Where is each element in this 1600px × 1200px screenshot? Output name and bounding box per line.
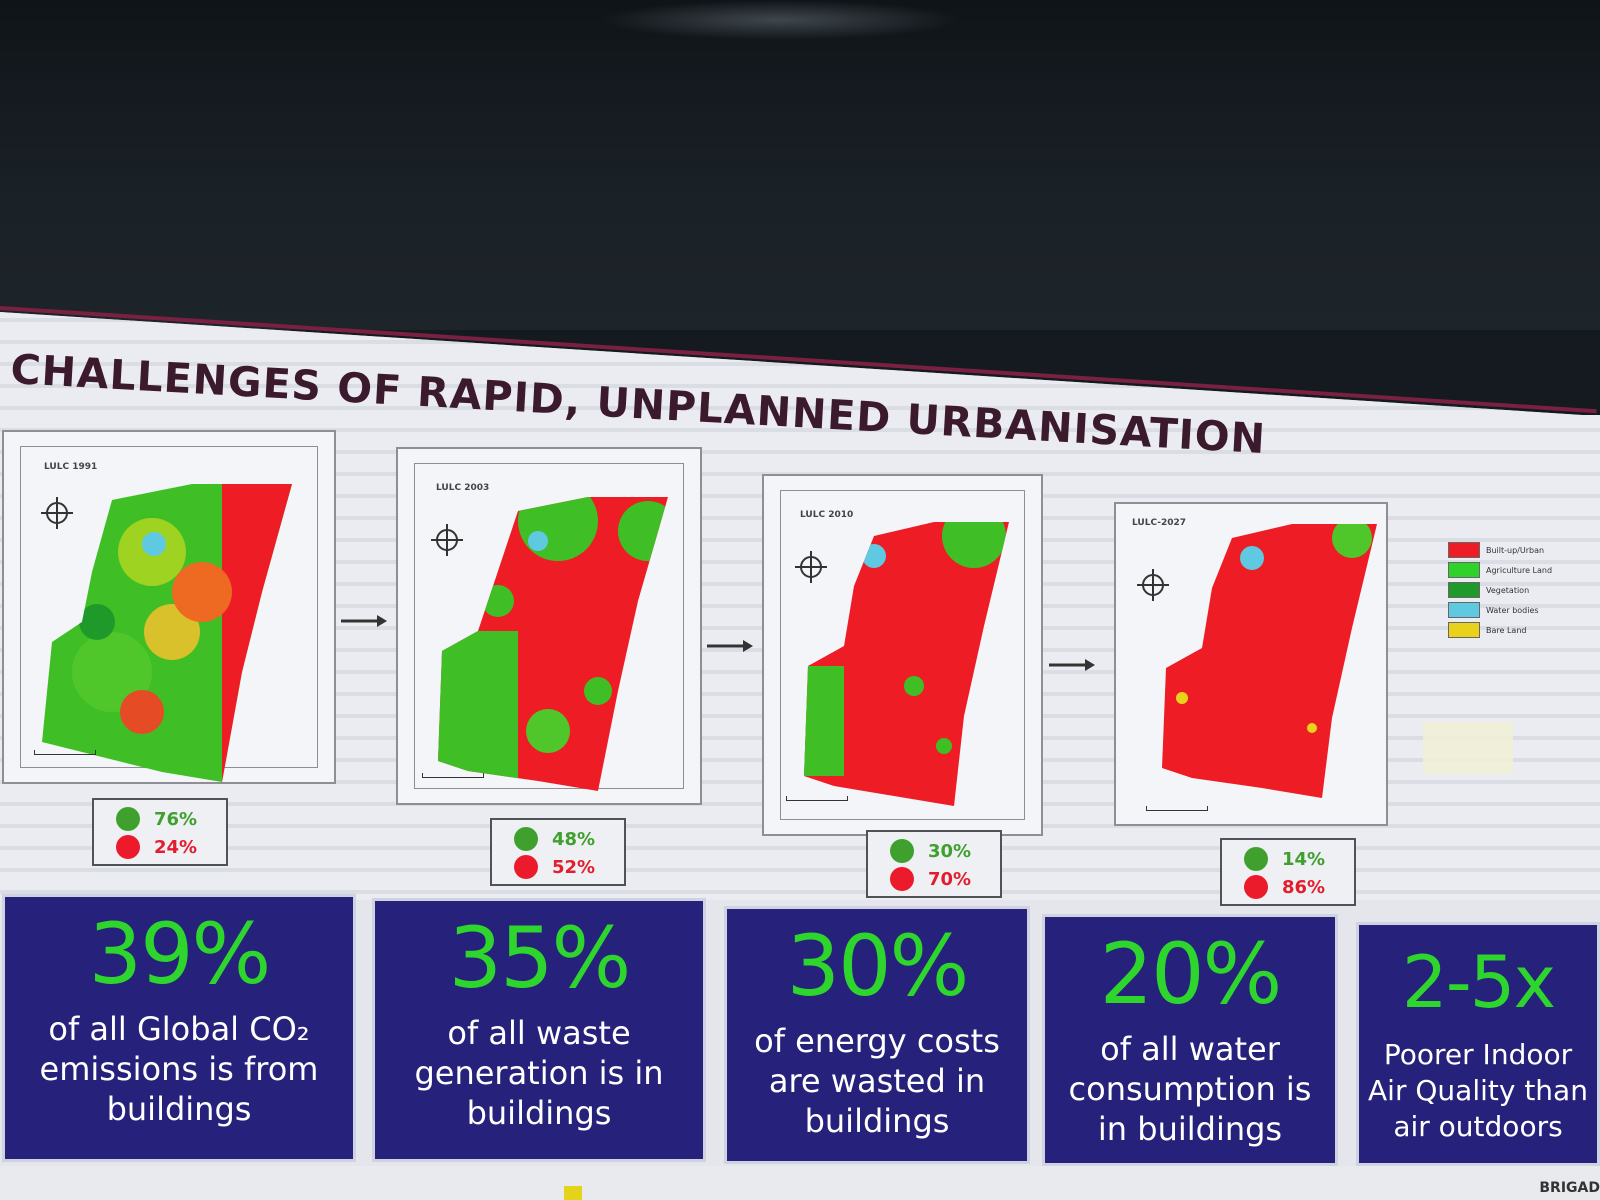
stat-card-waste: 35% of all waste generation is in buildi… xyxy=(372,898,706,1162)
card-number: 35% xyxy=(448,909,632,1007)
light-glare xyxy=(1423,722,1513,774)
ceiling-light xyxy=(600,0,960,40)
green-dot-icon xyxy=(1244,847,1268,871)
green-stat: 76% xyxy=(116,806,197,832)
green-dot-icon xyxy=(890,839,914,863)
card-description: of energy costs are wasted in buildings xyxy=(754,1022,1000,1140)
compass-icon xyxy=(1137,569,1169,601)
map-label: LULC-2027 xyxy=(1132,518,1187,528)
arrow-icon xyxy=(707,640,753,652)
legend-item: Vegetation xyxy=(1448,580,1588,600)
scale-bar xyxy=(786,796,848,801)
legend-label: Vegetation xyxy=(1486,585,1530,595)
stat-box-2027: 14% 86% xyxy=(1220,838,1356,906)
green-stat: 14% xyxy=(1244,846,1325,872)
green-dot-icon xyxy=(116,807,140,831)
legend-swatch xyxy=(1448,562,1480,578)
red-stat: 52% xyxy=(514,854,595,880)
map-legend: Built-up/Urban Agriculture Land Vegetati… xyxy=(1448,540,1588,640)
card-number: 2-5x xyxy=(1401,940,1556,1024)
map-panel-1991: LULC 1991 xyxy=(2,430,336,784)
red-dot-icon xyxy=(116,835,140,859)
stat-box-2003: 48% 52% xyxy=(490,818,626,886)
legend-label: Water bodies xyxy=(1486,605,1539,615)
red-dot-icon xyxy=(1244,875,1268,899)
red-percent: 70% xyxy=(928,868,972,890)
slide-footer xyxy=(0,1166,1600,1200)
scale-bar xyxy=(34,750,96,755)
legend-item: Built-up/Urban xyxy=(1448,540,1588,560)
card-number: 30% xyxy=(786,917,970,1015)
lulc-map-1991 xyxy=(42,484,292,782)
map-panel-2010: LULC 2010 xyxy=(762,474,1043,836)
map-label: LULC 2010 xyxy=(800,510,854,520)
lulc-map-2027 xyxy=(1162,524,1377,798)
map-label: LULC 1991 xyxy=(44,462,98,472)
stat-card-water: 20% of all water consumption is in build… xyxy=(1042,914,1338,1166)
red-percent: 52% xyxy=(552,856,596,878)
red-percent: 24% xyxy=(154,836,198,858)
map-panel-2003: LULC 2003 xyxy=(396,447,702,805)
map-panel-2027: LULC-2027 xyxy=(1114,502,1388,826)
card-description: of all water consumption is in buildings xyxy=(1068,1030,1312,1148)
map-frame xyxy=(414,463,684,789)
red-dot-icon xyxy=(890,867,914,891)
legend-label: Built-up/Urban xyxy=(1486,545,1545,555)
legend-item: Agriculture Land xyxy=(1448,560,1588,580)
card-number: 20% xyxy=(1099,925,1283,1023)
green-percent: 14% xyxy=(1282,848,1326,870)
red-stat: 70% xyxy=(890,866,971,892)
room-background xyxy=(0,0,1600,330)
brand-logo-text: BRIGAD xyxy=(1539,1180,1600,1196)
legend-label: Bare Land xyxy=(1486,625,1527,635)
green-stat: 30% xyxy=(890,838,971,864)
compass-icon xyxy=(795,551,827,583)
green-dot-icon xyxy=(514,827,538,851)
red-stat: 86% xyxy=(1244,874,1325,900)
card-description: of all waste generation is in buildings xyxy=(414,1014,664,1132)
legend-swatch xyxy=(1448,582,1480,598)
map-label: LULC 2003 xyxy=(436,483,490,493)
green-percent: 48% xyxy=(552,828,596,850)
green-percent: 30% xyxy=(928,840,972,862)
legend-item: Water bodies xyxy=(1448,600,1588,620)
stat-box-1991: 76% 24% xyxy=(92,798,228,866)
lulc-map-2003 xyxy=(438,497,668,791)
stat-box-2010: 30% 70% xyxy=(866,830,1002,898)
arrow-icon xyxy=(1049,659,1095,671)
card-number: 39% xyxy=(88,905,272,1003)
legend-swatch xyxy=(1448,622,1480,638)
footer-marker xyxy=(564,1186,582,1200)
legend-swatch xyxy=(1448,542,1480,558)
legend-swatch xyxy=(1448,602,1480,618)
legend-item: Bare Land xyxy=(1448,620,1588,640)
card-description: Poorer Indoor Air Quality than air outdo… xyxy=(1368,1038,1588,1143)
stat-card-energy: 30% of energy costs are wasted in buildi… xyxy=(724,906,1030,1164)
card-description: of all Global CO₂ emissions is from buil… xyxy=(39,1010,319,1128)
red-percent: 86% xyxy=(1282,876,1326,898)
stat-card-air-quality: 2-5x Poorer Indoor Air Quality than air … xyxy=(1356,922,1600,1166)
arrow-icon xyxy=(341,615,387,627)
map-frame xyxy=(780,490,1025,820)
legend-label: Agriculture Land xyxy=(1486,565,1553,575)
compass-icon xyxy=(41,497,73,529)
red-dot-icon xyxy=(514,855,538,879)
lulc-map-2010 xyxy=(804,522,1009,806)
stat-card-co2: 39% of all Global CO₂ emissions is from … xyxy=(2,894,356,1162)
compass-icon xyxy=(431,524,463,556)
scale-bar xyxy=(422,773,484,778)
red-stat: 24% xyxy=(116,834,197,860)
scale-bar xyxy=(1146,806,1208,811)
green-stat: 48% xyxy=(514,826,595,852)
green-percent: 76% xyxy=(154,808,198,830)
